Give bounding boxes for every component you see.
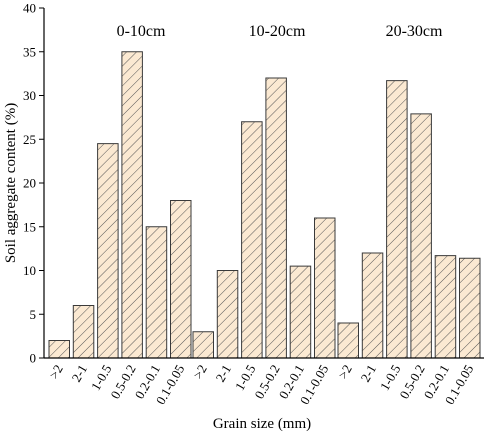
y-tick-label: 5	[30, 307, 37, 322]
y-tick-label: 0	[30, 351, 37, 366]
x-tick-label: >2	[46, 362, 66, 381]
bars-layer	[48, 51, 481, 359]
x-axis-title: Grain size (mm)	[213, 416, 311, 432]
group-label: 20-30cm	[386, 23, 443, 40]
x-tick-label: >2	[190, 362, 210, 381]
y-tick-label: 30	[23, 88, 36, 103]
bar	[121, 51, 143, 359]
bar	[241, 121, 263, 359]
x-tick-label: >2	[335, 362, 355, 381]
bar	[170, 200, 192, 359]
group-label: 0-10cm	[117, 23, 166, 40]
x-ticks: >2 2-11-0.50.5-0.20.2-0.10.1-0.05 >2 2-11-0…	[46, 362, 476, 407]
x-tick-label: 2-1	[68, 362, 90, 385]
bar	[265, 77, 287, 359]
x-tick-label: 2-1	[212, 362, 234, 385]
bar	[337, 322, 359, 359]
bar	[216, 270, 239, 359]
y-tick-label: 20	[23, 176, 36, 191]
y-tick-label: 35	[23, 44, 36, 59]
group-label: 10-20cm	[249, 23, 306, 40]
bar	[289, 265, 312, 359]
y-axis-title: Soil aggregate content (%)	[3, 103, 19, 263]
bar	[361, 252, 384, 359]
y-tick-label: 40	[23, 1, 36, 16]
bar	[459, 257, 481, 359]
y-ticks: 0 5 10 15 20 25 30 35 40	[23, 1, 44, 366]
bar	[97, 143, 119, 359]
bar	[48, 340, 70, 359]
bar	[434, 255, 457, 359]
y-tick-label: 25	[23, 132, 36, 147]
bar	[386, 80, 408, 359]
bar	[314, 217, 336, 359]
y-tick-label: 10	[23, 263, 36, 278]
bar	[145, 226, 168, 359]
bar	[410, 113, 432, 359]
x-tick-label: 2-1	[357, 362, 379, 385]
bar	[192, 331, 214, 359]
y-tick-label: 15	[23, 219, 36, 234]
group-labels: 0-10cm 10-20cm 20-30cm	[117, 23, 443, 40]
bar	[72, 305, 95, 359]
